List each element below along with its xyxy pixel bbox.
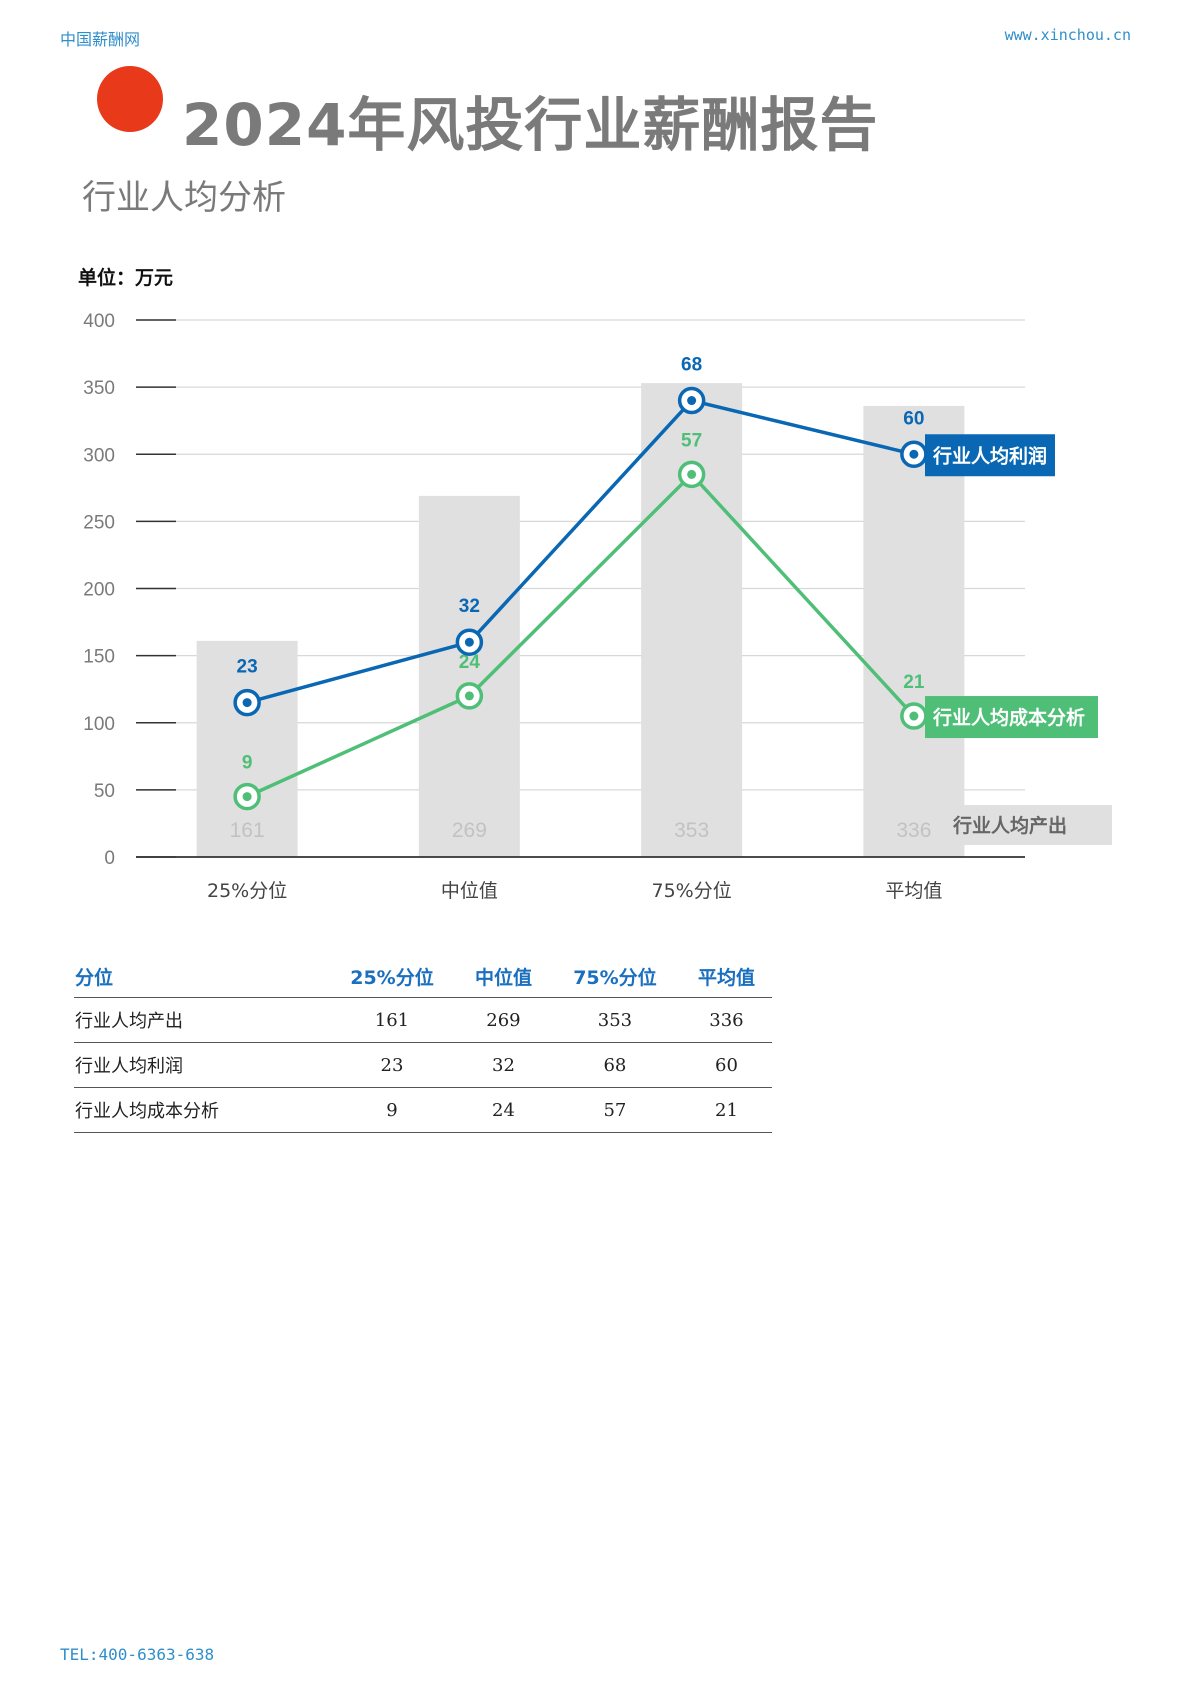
site-name: 中国薪酬网: [60, 30, 141, 49]
table-row: 行业人均成本分析 9 24 57 21: [74, 1087, 772, 1133]
table-cell: 24: [457, 1087, 549, 1133]
y-tick-label: 300: [83, 445, 115, 466]
legend-tag-bg: [925, 696, 1098, 739]
table-cell: 23: [326, 1042, 458, 1088]
y-tick-label: 0: [104, 848, 115, 869]
table-cell: 32: [457, 1042, 549, 1088]
footer-phone: TEL:400-6363-638: [60, 1645, 215, 1664]
series-point-center: [464, 637, 474, 647]
table-cell: 9: [326, 1087, 458, 1133]
series-point-center: [687, 396, 697, 406]
table-cell: 353: [548, 997, 681, 1043]
table-header-cell: 分位: [74, 955, 326, 998]
bar-value-label: 336: [896, 819, 931, 842]
series-point-center: [242, 792, 252, 802]
legend-tag-bg: [945, 805, 1112, 845]
legend-output: 行业人均产出: [952, 814, 1067, 837]
x-tick-label: 平均值: [885, 880, 942, 902]
table-body: 行业人均产出 161 269 353 336 行业人均利润 23 32 68 60 行业人均成本分析…: [74, 997, 772, 1133]
table-header-cell: 25%分位: [326, 955, 458, 998]
section-subtitle: 行业人均分析: [82, 178, 286, 218]
series-line: [246, 398, 915, 705]
data-label: 57: [681, 430, 702, 451]
y-tick-label: 200: [83, 580, 115, 601]
series-point-center: [242, 698, 252, 708]
table-row: 行业人均产出 161 269 353 336: [74, 997, 772, 1043]
bar-value-label: 269: [452, 819, 487, 842]
table-cell: 行业人均成本分析: [74, 1087, 326, 1133]
data-label: 24: [459, 652, 481, 673]
table-header-cell: 中位值: [457, 955, 549, 998]
series-point-center: [909, 449, 919, 459]
y-tick-label: 100: [83, 714, 115, 735]
legend-cost: 行业人均成本分析: [932, 706, 1085, 729]
bar-value-label: 161: [230, 819, 265, 842]
table-header-cell: 75%分位: [548, 955, 681, 998]
data-label: 32: [459, 596, 480, 617]
table-cell: 68: [548, 1042, 681, 1088]
data-label: 23: [237, 657, 258, 678]
table-header-row: 分位 25%分位 中位值 75%分位 平均值: [74, 955, 772, 998]
chart: 0 50 100 150 200 250 300 350 400 161 269 353 336 25%分…: [83, 311, 1112, 902]
table-cell: 57: [548, 1087, 681, 1133]
data-label: 68: [681, 355, 702, 376]
series-line: [246, 471, 916, 799]
y-tick-label: 350: [83, 378, 115, 399]
table-header-cell: 平均值: [680, 955, 772, 998]
x-tick-label: 25%分位: [207, 880, 287, 902]
data-table: 分位 25%分位 中位值 75%分位 平均值 行业人均产出 161 269 353 336 行业人…: [74, 955, 772, 1133]
data-label: 21: [903, 672, 925, 693]
table-cell: 行业人均产出: [74, 997, 326, 1043]
x-tick-label: 75%分位: [652, 880, 732, 902]
site-url[interactable]: www.xinchou.cn: [1004, 26, 1131, 44]
bar-value-label: 353: [674, 819, 709, 842]
table-cell: 161: [326, 997, 458, 1043]
y-tick-label: 250: [83, 512, 115, 533]
unit-label: 单位：万元: [78, 267, 174, 289]
series-point-center: [687, 469, 697, 479]
y-tick-label: 50: [94, 781, 115, 802]
x-tick-label: 中位值: [441, 880, 498, 902]
legend-tag-bg: [925, 434, 1055, 477]
table-cell: 60: [680, 1042, 772, 1088]
series-point-center: [909, 711, 919, 721]
y-tick-label: 400: [83, 311, 115, 332]
page-title: 2024年风投行业薪酬报告: [182, 91, 879, 159]
bar: [196, 640, 298, 857]
data-label: 9: [242, 753, 253, 774]
table-cell: 336: [680, 997, 772, 1043]
table-cell: 行业人均利润: [74, 1042, 326, 1088]
table-row: 行业人均利润 23 32 68 60: [74, 1042, 772, 1088]
legend-profit: 行业人均利润: [932, 444, 1047, 467]
accent-dot: [97, 66, 163, 132]
y-tick-label: 150: [83, 647, 115, 668]
series-point-center: [464, 691, 474, 701]
table-cell: 21: [680, 1087, 772, 1133]
bar: [863, 405, 965, 857]
data-label: 60: [903, 408, 924, 429]
bar: [418, 495, 520, 857]
table-cell: 269: [457, 997, 549, 1043]
bar: [641, 383, 743, 857]
